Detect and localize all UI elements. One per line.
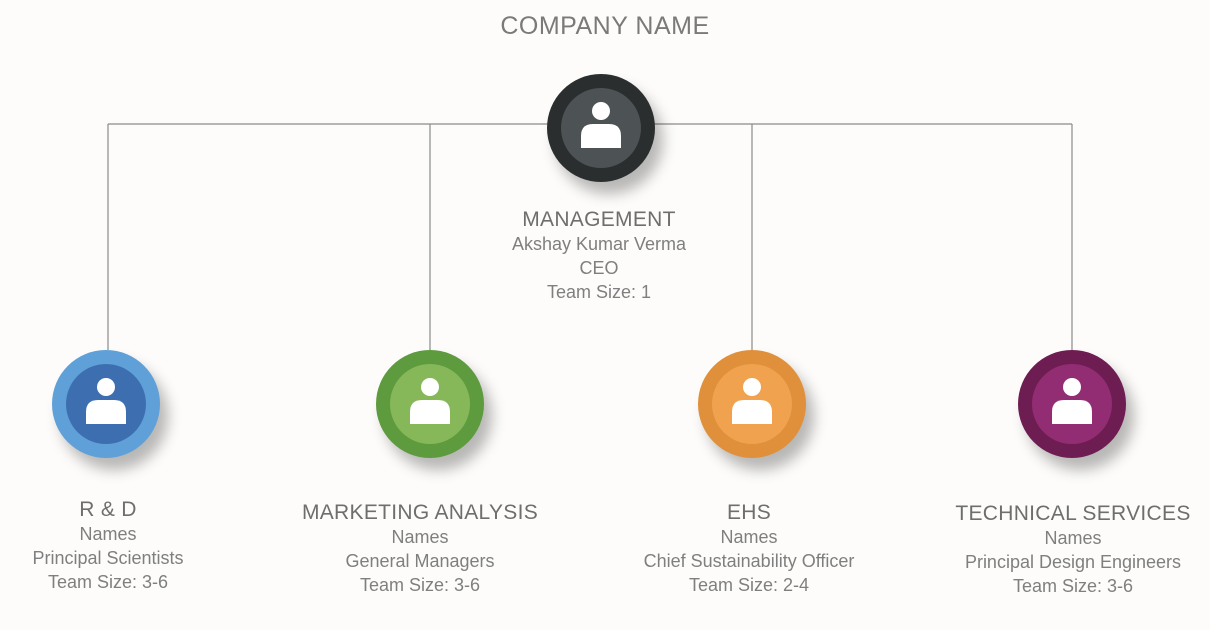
ehs-team-size: Team Size: 2-4 <box>688 575 810 595</box>
person-icon <box>410 378 450 424</box>
management-team-size: Team Size: 1 <box>546 282 652 302</box>
company-name: COMPANY NAME <box>500 12 710 40</box>
technical-services-team-size: Team Size: 3-6 <box>1012 576 1134 596</box>
marketing-analysis-role: General Managers <box>345 551 495 571</box>
rnd-role: Principal Scientists <box>32 548 184 568</box>
marketing-analysis-label: MARKETING ANALYSIS Names General Manager… <box>270 501 570 597</box>
ehs-label: EHS Names Chief Sustainability Officer T… <box>599 501 899 597</box>
person-icon <box>1052 378 1092 424</box>
management-person-name: Akshay Kumar Verma <box>511 234 687 254</box>
rnd-label: R & D Names Principal Scientists Team Si… <box>0 498 258 594</box>
management-department: MANAGEMENT <box>522 208 676 231</box>
marketing-analysis-team-size: Team Size: 3-6 <box>359 575 481 595</box>
person-icon <box>732 378 772 424</box>
rnd-person-name: Names <box>79 524 137 544</box>
technical-services-label: TECHNICAL SERVICES Names Principal Desig… <box>923 502 1210 598</box>
management-role: CEO <box>579 258 619 278</box>
ehs-department: EHS <box>726 501 772 524</box>
technical-services-role: Principal Design Engineers <box>964 552 1182 572</box>
management-label: MANAGEMENT Akshay Kumar Verma CEO Team S… <box>449 208 749 304</box>
marketing-analysis-node[interactable] <box>376 350 484 458</box>
rnd-team-size: Team Size: 3-6 <box>47 572 169 592</box>
marketing-analysis-department: MARKETING ANALYSIS <box>301 501 539 524</box>
technical-services-node[interactable] <box>1018 350 1126 458</box>
ehs-node[interactable] <box>698 350 806 458</box>
rnd-department: R & D <box>79 498 137 521</box>
person-icon <box>581 102 621 148</box>
technical-services-person-name: Names <box>1044 528 1102 548</box>
marketing-analysis-person-name: Names <box>391 527 449 547</box>
management-node[interactable] <box>547 74 655 182</box>
person-icon <box>86 378 126 424</box>
ehs-role: Chief Sustainability Officer <box>643 551 855 571</box>
rnd-node[interactable] <box>52 350 160 458</box>
technical-services-department: TECHNICAL SERVICES <box>955 502 1191 525</box>
ehs-person-name: Names <box>720 527 778 547</box>
